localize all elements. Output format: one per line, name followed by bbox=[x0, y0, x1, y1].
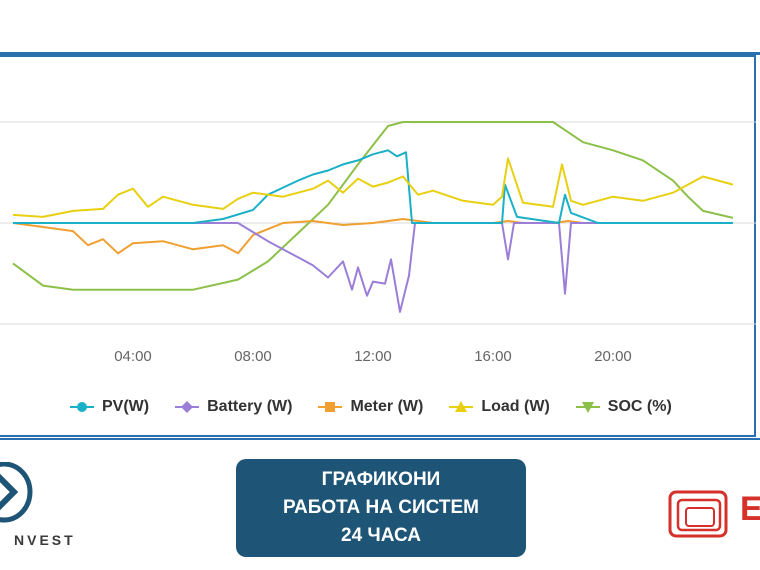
legend-symbol-square-icon bbox=[318, 402, 343, 412]
x-tick-label: 12:00 bbox=[354, 348, 392, 365]
power-chart: 04:00 08:00 12:00 16:00 20:00 bbox=[0, 121, 756, 365]
series-line-2 bbox=[12, 218, 733, 255]
top-rule bbox=[0, 52, 760, 55]
company-logo-left-text: NVEST bbox=[14, 532, 76, 548]
caption-line-2: РАБОТА НА СИСТЕМ bbox=[282, 497, 480, 518]
legend-symbol-diamond-icon bbox=[175, 401, 200, 413]
legend-item-0[interactable]: PV(W) bbox=[70, 398, 149, 416]
legend-item-2[interactable]: Meter (W) bbox=[318, 398, 423, 416]
company-logo-right bbox=[668, 490, 728, 538]
x-tick-label: 16:00 bbox=[474, 348, 512, 365]
legend-label: SOC (%) bbox=[607, 398, 672, 415]
legend-symbol-triangle-down-icon bbox=[575, 402, 600, 413]
legend-label: Load (W) bbox=[481, 398, 550, 415]
x-tick-label: 20:00 bbox=[594, 348, 632, 365]
company-logo-left bbox=[0, 462, 33, 523]
bottom-rule bbox=[0, 438, 760, 440]
legend-item-3[interactable]: Load (W) bbox=[449, 398, 550, 416]
series-line-3 bbox=[12, 157, 734, 218]
x-tick-label: 08:00 bbox=[234, 348, 272, 365]
caption-line-3: 24 ЧАСА bbox=[341, 525, 421, 546]
legend-symbol-triangle-icon bbox=[449, 401, 474, 412]
legend-label: Meter (W) bbox=[350, 398, 424, 415]
caption-box: ГРАФИКОНИ РАБОТА НА СИСТЕМ 24 ЧАСА bbox=[236, 459, 526, 557]
legend-item-1[interactable]: Battery (W) bbox=[175, 398, 292, 416]
series-line-4 bbox=[12, 121, 734, 291]
x-tick-label: 04:00 bbox=[114, 348, 152, 365]
series-line-1 bbox=[13, 222, 733, 313]
legend-label: PV(W) bbox=[102, 398, 150, 415]
company-logo-right-mark: E bbox=[740, 490, 760, 528]
caption-line-1: ГРАФИКОНИ bbox=[321, 469, 441, 490]
legend-symbol-circle-icon bbox=[70, 402, 94, 412]
legend-label: Battery (W) bbox=[207, 398, 293, 415]
chart-panel: 04:00 08:00 12:00 16:00 20:00 bbox=[0, 55, 756, 437]
legend-item-4[interactable]: SOC (%) bbox=[575, 398, 672, 416]
chart-legend: PV(W) Battery (W) Meter (W) Load (W) SOC (%) bbox=[70, 396, 672, 418]
